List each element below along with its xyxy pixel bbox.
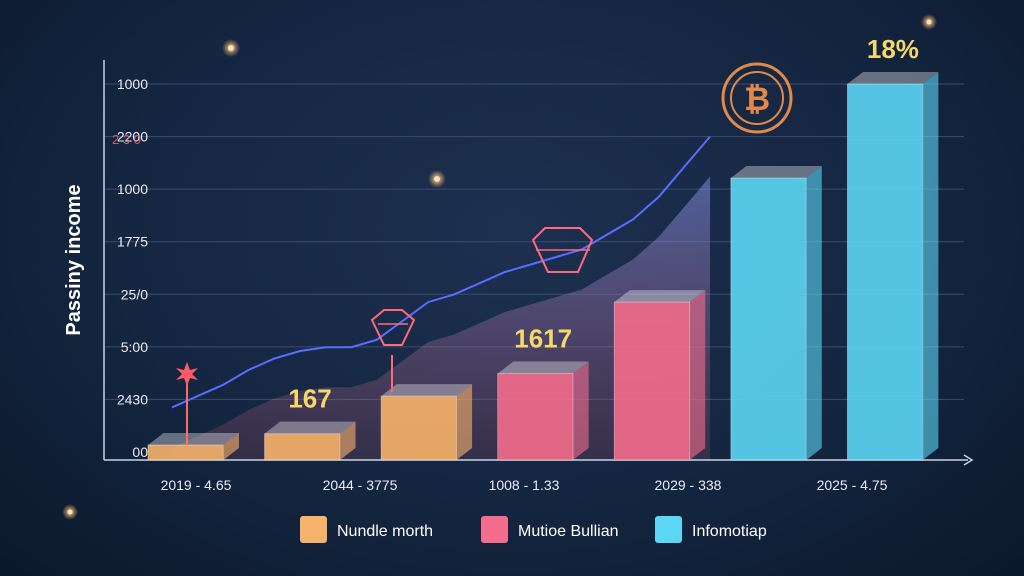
y-tick-label: 2200 <box>117 129 148 145</box>
y-tick-label: 1000 <box>117 181 148 197</box>
svg-text:₿: ₿ <box>744 80 770 118</box>
bitcoin-icon: ₿ <box>721 62 793 134</box>
legend-label: Mutioe Bullian <box>518 523 619 540</box>
bars <box>147 72 939 461</box>
markers <box>176 227 594 445</box>
y-tick-labels: 1000 2200 1000 1775 25/0 5:00 2430 00 <box>117 76 148 460</box>
legend-swatch <box>655 516 682 543</box>
bar <box>264 421 356 461</box>
legend-label: Nundle morth <box>337 523 433 540</box>
y-tick-label: 5:00 <box>121 339 148 355</box>
legend-swatch <box>481 516 508 543</box>
star-marker-icon <box>176 362 198 445</box>
y-tick-label: 1775 <box>117 234 148 250</box>
x-tick-label: 2019 - 4.65 <box>161 477 232 493</box>
y-tick-label: 1000 <box>117 76 148 92</box>
gem-marker-icon <box>370 309 416 392</box>
x-axis-arrow <box>963 454 974 466</box>
bar <box>730 166 822 461</box>
bar <box>380 384 473 461</box>
legend-label: Infomotiap <box>692 523 767 540</box>
bar <box>147 432 239 461</box>
legend: Nundle morth Mutioe Bullian Infomotiap <box>300 516 767 543</box>
legend-swatch <box>300 516 327 543</box>
bar <box>613 290 706 461</box>
y-tick-label-blurred: 2 3 0 <box>112 132 141 147</box>
background-sparkles <box>62 14 937 520</box>
y-tick-label: 00 <box>132 444 148 460</box>
data-labels: 167 1617 18% <box>288 34 919 414</box>
y-axis-title: Passiny income <box>63 184 85 335</box>
data-label: 167 <box>288 384 331 414</box>
x-tick-label: 2044 - 3775 <box>323 477 398 493</box>
x-tick-labels: 2019 - 4.65 2044 - 3775 1008 - 1.33 2029 - … <box>161 477 888 493</box>
trend-line <box>171 135 711 409</box>
data-label: 1617 <box>514 324 572 354</box>
x-tick-label: 1008 - 1.33 <box>489 477 560 493</box>
legend-item: Mutioe Bullian <box>481 516 619 543</box>
legend-item: Infomotiap <box>655 516 767 543</box>
gem-marker-icon <box>531 227 594 273</box>
bar <box>846 72 939 461</box>
y-tick-label: 25/0 <box>121 286 148 302</box>
legend-item: Nundle morth <box>300 516 433 543</box>
x-tick-label: 2025 - 4.75 <box>817 477 888 493</box>
data-label: 18% <box>867 34 919 64</box>
x-tick-label: 2029 - 338 <box>655 477 722 493</box>
bar <box>497 361 589 461</box>
y-tick-label: 2430 <box>117 391 148 407</box>
